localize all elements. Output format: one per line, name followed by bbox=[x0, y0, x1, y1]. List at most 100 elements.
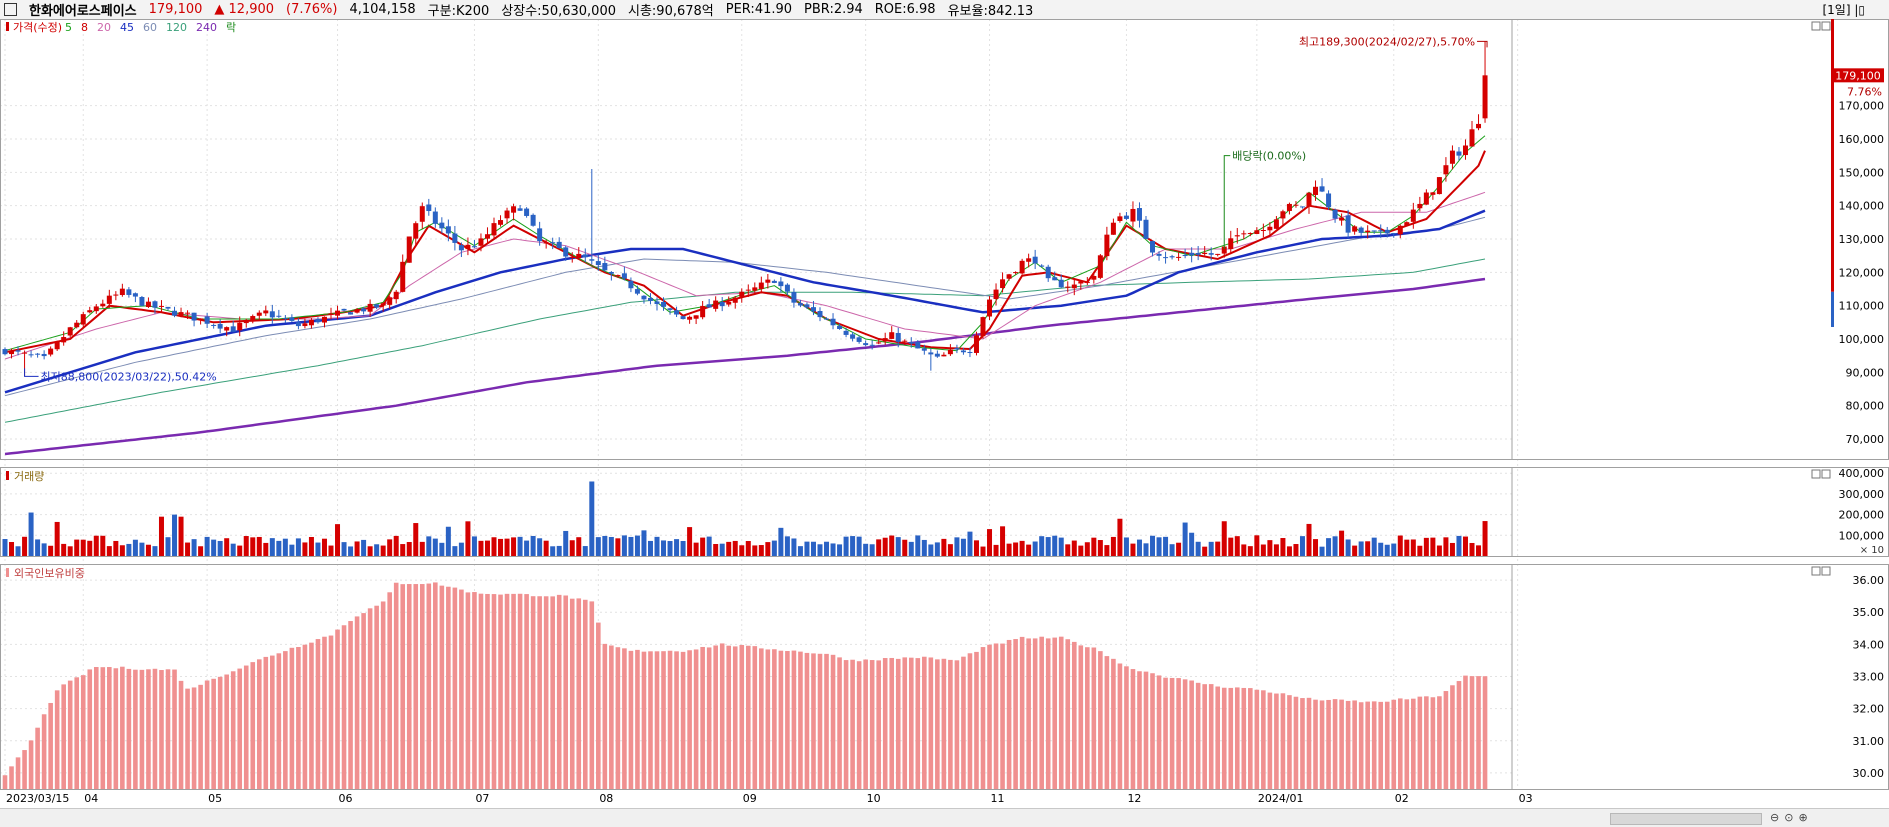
candle-body bbox=[752, 287, 758, 291]
horizontal-scrollbar[interactable] bbox=[1610, 813, 1762, 825]
volume-bar bbox=[524, 540, 530, 556]
legend-item: 45 bbox=[120, 21, 134, 34]
candle-body bbox=[778, 281, 784, 287]
foreign-bar bbox=[563, 595, 569, 789]
candle-body bbox=[1365, 230, 1371, 233]
volume-bar bbox=[1430, 537, 1436, 556]
volume-bar bbox=[1410, 539, 1416, 556]
foreign-bar bbox=[41, 714, 47, 789]
candle-body bbox=[1104, 234, 1110, 257]
candle-body bbox=[1371, 230, 1377, 232]
foreign-bar bbox=[302, 644, 308, 789]
zoom-out-icon[interactable]: ⊖ bbox=[1770, 811, 1780, 824]
volume-bar bbox=[315, 542, 321, 556]
volume-bar bbox=[419, 541, 425, 556]
candle-body bbox=[348, 312, 354, 315]
candle-body bbox=[1332, 209, 1338, 219]
candle-body bbox=[341, 308, 347, 311]
window-icon[interactable] bbox=[4, 3, 17, 16]
volume-bar bbox=[119, 545, 125, 556]
candle-body bbox=[1084, 281, 1090, 283]
foreign-bar bbox=[1241, 687, 1247, 789]
volume-bar bbox=[393, 535, 399, 556]
volume-tick-label: 200,000 bbox=[1839, 509, 1885, 522]
volume-bar bbox=[178, 516, 184, 556]
foreign-bar bbox=[1287, 695, 1292, 789]
foreign-bar bbox=[472, 592, 477, 789]
foreign-bar bbox=[967, 653, 973, 789]
candle-body bbox=[1326, 193, 1332, 208]
candle-body bbox=[1176, 256, 1182, 258]
candle-body bbox=[967, 351, 973, 353]
zoom-in-icon[interactable]: ⊕ bbox=[1798, 811, 1808, 824]
volume-bar bbox=[1456, 535, 1462, 556]
stock-chart[interactable]: 2023/03/15 04 05 06 07 08 09 10 11 12 2024/01 02 03 1… bbox=[0, 19, 1889, 808]
volume-bar bbox=[1476, 545, 1482, 556]
volume-bar bbox=[615, 538, 621, 556]
foreign-bar bbox=[1189, 680, 1194, 789]
volume-bar bbox=[752, 545, 758, 556]
volume-bar bbox=[321, 538, 327, 556]
volume-bar bbox=[1195, 541, 1201, 556]
foreign-bar bbox=[1248, 688, 1253, 789]
candle-body bbox=[700, 306, 706, 318]
volume-bar bbox=[191, 539, 197, 556]
volume-bar bbox=[54, 521, 60, 556]
candle-body bbox=[934, 353, 940, 357]
volume-bar bbox=[595, 537, 601, 556]
candle-body bbox=[589, 259, 595, 261]
candle-body bbox=[22, 352, 28, 354]
foreign-bar bbox=[185, 688, 190, 789]
zoom-reset-icon[interactable]: ⊙ bbox=[1784, 811, 1794, 824]
volume-bar bbox=[1286, 546, 1292, 556]
volume-bar bbox=[1110, 536, 1116, 556]
window-buttons[interactable]: |▯ bbox=[1854, 3, 1865, 17]
volume-tick-label: 400,000 bbox=[1839, 467, 1885, 480]
candle-body bbox=[458, 245, 464, 251]
candle-body bbox=[706, 304, 712, 308]
foreign-bar bbox=[576, 598, 582, 789]
volume-bar bbox=[947, 544, 953, 556]
foreign-bar bbox=[1208, 684, 1214, 789]
foreign-bar bbox=[1202, 684, 1207, 789]
foreign-bar bbox=[289, 647, 295, 789]
volume-bar bbox=[941, 538, 947, 556]
candle-body bbox=[354, 309, 360, 313]
foreign-bar bbox=[152, 668, 158, 789]
volume-bar bbox=[608, 536, 614, 556]
candle-body bbox=[628, 280, 634, 289]
foreign-bar bbox=[178, 680, 184, 789]
candle-body bbox=[713, 300, 719, 309]
candle-body bbox=[915, 341, 921, 349]
foreign-bar bbox=[765, 649, 771, 789]
candle-body bbox=[308, 319, 314, 326]
candle-body bbox=[198, 318, 204, 320]
candle-body bbox=[9, 350, 15, 355]
foreign-bar bbox=[433, 582, 438, 789]
candle-body bbox=[230, 326, 236, 332]
foreign-bar bbox=[1365, 701, 1370, 789]
foreign-bar bbox=[1104, 656, 1110, 789]
x-tick-label: 03 bbox=[1519, 792, 1533, 805]
foreign-bar bbox=[596, 622, 601, 789]
panel-close-icon bbox=[1821, 469, 1831, 479]
volume-bar bbox=[954, 537, 960, 556]
x-tick-label: 09 bbox=[743, 792, 757, 805]
foreign-bar bbox=[1358, 702, 1364, 789]
candle-body bbox=[1410, 209, 1416, 222]
candle-body bbox=[445, 226, 451, 234]
candle-body bbox=[1391, 232, 1397, 234]
foreign-bar bbox=[198, 684, 203, 789]
candle-body bbox=[1045, 266, 1051, 279]
candle-body bbox=[1384, 229, 1390, 234]
volume-bar bbox=[1378, 542, 1384, 556]
volume-bar bbox=[758, 545, 764, 556]
foreign-bar bbox=[993, 643, 999, 789]
volume-bar bbox=[348, 546, 354, 556]
foreign-bar bbox=[126, 668, 132, 789]
candle-body bbox=[595, 261, 601, 266]
period-button[interactable]: [1일] bbox=[1822, 3, 1851, 17]
x-tick-label: 2023/03/15 bbox=[6, 792, 69, 805]
candle-body bbox=[1208, 253, 1214, 255]
candle-body bbox=[1482, 75, 1488, 119]
